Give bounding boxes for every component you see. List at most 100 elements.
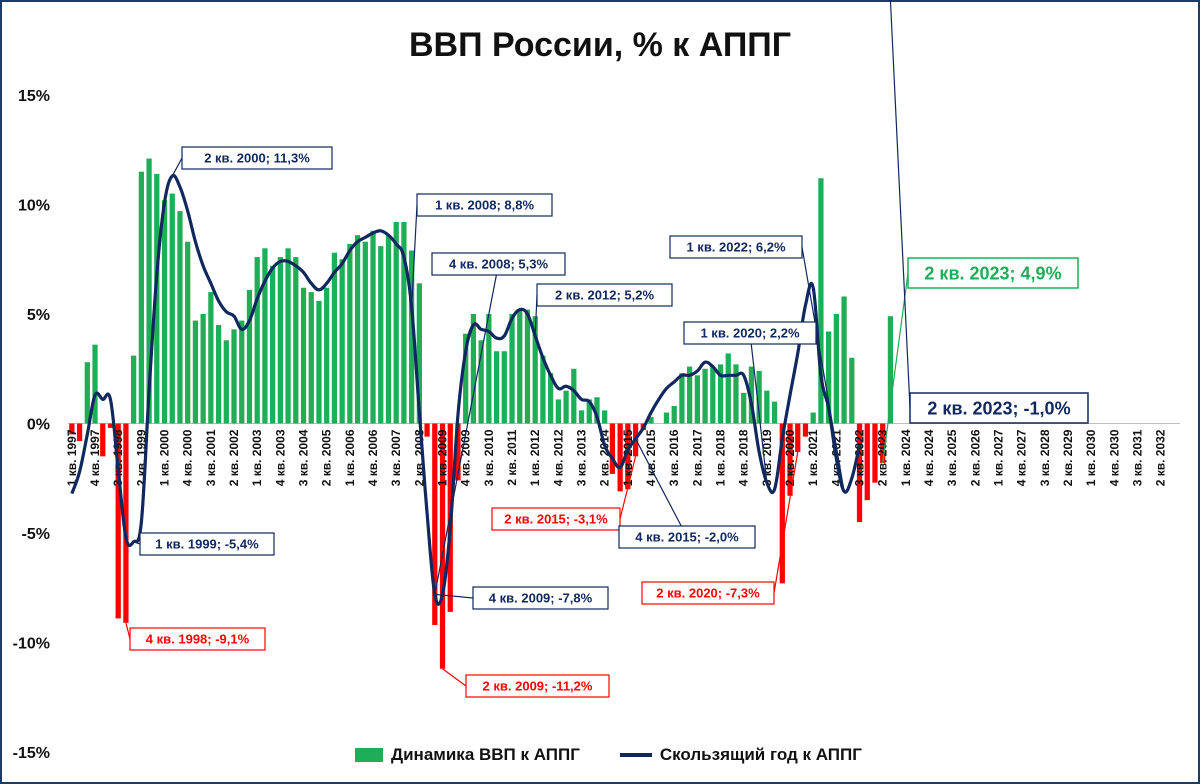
- callout-label: 2 кв. 2023; 4,9%: [924, 263, 1061, 283]
- y-tick-label: -15%: [13, 745, 50, 762]
- gdp-bar: [826, 331, 832, 424]
- callout-label: 2 кв. 2023; -1,0%: [927, 398, 1070, 418]
- callout-label: 2 кв. 2020; -7,3%: [656, 586, 760, 601]
- gdp-bar: [432, 423, 438, 625]
- gdp-bar: [887, 316, 894, 424]
- gdp-bar: [84, 362, 90, 424]
- callout-leader: [171, 157, 183, 177]
- gdp-bar: [478, 340, 484, 424]
- callout-label: 4 кв. 2008; 5,3%: [449, 257, 548, 272]
- callout-box: [909, 392, 1089, 424]
- callout-label: 2 кв. 2009; -11,2%: [483, 679, 593, 694]
- gdp-bar: [578, 410, 585, 424]
- legend-bar-swatch: [355, 748, 383, 762]
- gdp-bar: [702, 368, 708, 424]
- y-tick-label: 0%: [27, 417, 50, 434]
- gdp-bar: [771, 401, 778, 424]
- gdp-bar: [293, 257, 299, 424]
- gdp-bar: [818, 178, 824, 424]
- gdp-bar: [177, 211, 183, 424]
- callout-leader: [619, 456, 637, 520]
- x-tick-label: 3 кв. 2001: [204, 429, 218, 486]
- gdp-bar: [185, 241, 191, 424]
- gdp-bar: [138, 171, 144, 424]
- callout-box: [431, 252, 566, 276]
- gdp-bar: [385, 235, 392, 424]
- callout-leader: [434, 593, 474, 599]
- gdp-bar: [486, 314, 492, 424]
- x-tick-label: 4 кв. 2009: [459, 429, 473, 486]
- callout-leader: [411, 204, 418, 308]
- x-tick-label: 1 кв. 2000: [158, 429, 172, 486]
- callout-box: [129, 627, 266, 651]
- gdp-bar: [725, 353, 731, 424]
- gdp-bar: [509, 314, 515, 424]
- x-tick-label: 1 кв. 2015: [621, 429, 635, 486]
- gdp-bar: [231, 329, 237, 424]
- gdp-bar: [246, 289, 253, 424]
- gdp-bar: [316, 300, 322, 424]
- y-tick-label: -10%: [13, 636, 50, 653]
- callout-leader: [773, 451, 799, 594]
- gdp-bar: [548, 373, 554, 424]
- gdp-bar: [401, 222, 407, 424]
- x-tick-label: 1 кв. 2006: [343, 429, 357, 486]
- gdp-bar: [710, 366, 716, 424]
- gdp-bar: [810, 412, 816, 424]
- gdp-bar: [463, 333, 469, 424]
- callout-leader: [442, 668, 467, 687]
- x-tick-label: 1 кв. 2027: [992, 429, 1006, 486]
- chart-title: ВВП России, % к АППГ: [408, 26, 792, 64]
- gdp-bar: [154, 173, 160, 424]
- gdp-bar: [339, 259, 345, 424]
- gdp-bar: [787, 423, 793, 496]
- gdp-bar: [169, 193, 175, 424]
- chart-legend: Динамика ВВП к АППГ Скользящий год к АПП…: [355, 745, 862, 765]
- x-tick-label: 1 кв. 2012: [528, 429, 542, 486]
- gdp-bar: [393, 222, 399, 424]
- gdp-bar: [270, 265, 276, 424]
- callout-box: [139, 532, 275, 556]
- gdp-bar: [663, 412, 670, 424]
- gdp-bar: [594, 397, 600, 424]
- rolling-year-line: [70, 173, 862, 606]
- gdp-bar: [146, 158, 152, 424]
- x-tick-label: 2 кв. 2026: [968, 429, 982, 486]
- gdp-bar: [555, 399, 561, 424]
- callout-leader: [133, 541, 141, 545]
- y-tick-label: -5%: [22, 526, 50, 543]
- callout-box: [683, 321, 817, 345]
- x-tick-label: 1 кв. 2009: [436, 429, 450, 486]
- x-tick-label: 2 кв. 2005: [320, 429, 334, 486]
- x-tick-label: 1 кв. 2030: [1084, 429, 1098, 486]
- gdp-bar: [795, 423, 801, 452]
- gdp-bar: [331, 252, 338, 424]
- x-tick-label: 2 кв. 2011: [505, 429, 519, 485]
- gdp-bar: [501, 351, 507, 424]
- gdp-bar: [455, 423, 461, 481]
- legend-line-swatch: [619, 753, 652, 757]
- gdp-bar: [717, 364, 724, 424]
- x-tick-label: 1 кв. 1997: [65, 429, 79, 486]
- callout-box: [416, 193, 553, 217]
- callout-leader: [882, 272, 909, 463]
- callout-box: [472, 586, 609, 610]
- callout-box: [465, 674, 610, 698]
- gdp-bar: [571, 368, 577, 424]
- x-tick-label: 3 кв. 2022: [853, 429, 867, 486]
- x-tick-label: 4 кв. 2024: [922, 429, 936, 486]
- callout-box: [669, 235, 803, 259]
- gdp-bar: [92, 344, 98, 424]
- callout-leader: [434, 263, 500, 595]
- callout-label: 1 кв. 1999; -5,4%: [155, 537, 259, 552]
- gdp-bar: [517, 309, 523, 424]
- x-tick-label: 4 кв. 2018: [737, 429, 751, 486]
- gdp-bar: [277, 257, 283, 424]
- callout-label: 4 кв. 1998; -9,1%: [146, 632, 250, 647]
- gdp-bar: [223, 340, 229, 424]
- gdp-bar: [687, 366, 693, 424]
- gdp-bar: [648, 416, 654, 424]
- gdp-bar: [208, 292, 214, 424]
- callout-leader: [635, 438, 688, 538]
- gdp-bar: [192, 320, 199, 424]
